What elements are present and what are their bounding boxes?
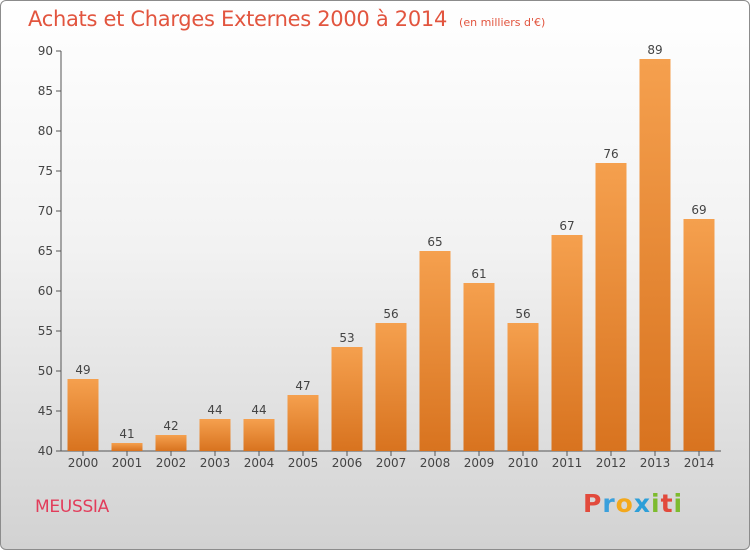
bar-2013	[639, 59, 671, 451]
bar-2002	[155, 435, 187, 451]
x-tick-label: 2002	[156, 456, 187, 470]
logo-letter: x	[633, 489, 651, 518]
y-tick-label: 60	[38, 284, 53, 298]
bar-2007	[375, 323, 407, 451]
x-tick-label: 2004	[244, 456, 275, 470]
data-label-2009: 61	[471, 267, 486, 281]
bar-2004	[243, 419, 275, 451]
bar-2010	[507, 323, 539, 451]
logo-letter: t	[660, 489, 674, 518]
data-label-2013: 89	[647, 43, 662, 57]
y-tick-label: 70	[38, 204, 53, 218]
x-tick-label: 2008	[420, 456, 451, 470]
bar-2008	[419, 251, 451, 451]
bar-2001	[111, 443, 143, 451]
data-label-2006: 53	[339, 331, 354, 345]
x-tick-label: 2005	[288, 456, 319, 470]
bars	[67, 59, 715, 451]
data-labels: 49 41 42 44 44 47 53 56 65 61 56 67 76 89 69	[75, 43, 706, 441]
x-tick-label: 2003	[200, 456, 231, 470]
bar-2012	[595, 163, 627, 451]
y-tick-label: 55	[38, 324, 53, 338]
y-tick-label: 45	[38, 404, 53, 418]
y-tick-label: 75	[38, 164, 53, 178]
x-tick-label: 2007	[376, 456, 407, 470]
data-label-2004: 44	[251, 403, 266, 417]
x-tick-label: 2012	[596, 456, 627, 470]
x-tick-label: 2009	[464, 456, 495, 470]
bar-2003	[199, 419, 231, 451]
axes: 40 45 50 55 60 65 70 75 80 85 90 2000 2001 2002 2003 20…	[38, 44, 721, 470]
bar-2005	[287, 395, 319, 451]
data-label-2003: 44	[207, 403, 222, 417]
bar-2011	[551, 235, 583, 451]
chart-title: Achats et Charges Externes 2000 à 2014 (e…	[28, 7, 545, 31]
bar-2000	[67, 379, 99, 451]
data-label-2008: 65	[427, 235, 442, 249]
y-tick-label: 50	[38, 364, 53, 378]
bar-2009	[463, 283, 495, 451]
data-label-2010: 56	[515, 307, 530, 321]
data-label-2011: 67	[559, 219, 574, 233]
y-tick-label: 80	[38, 124, 53, 138]
data-label-2007: 56	[383, 307, 398, 321]
y-tick-label: 40	[38, 444, 53, 458]
y-tick-label: 65	[38, 244, 53, 258]
data-label-2012: 76	[603, 147, 618, 161]
chart-subtitle: (en milliers d'€)	[459, 16, 546, 29]
logo-letter: P	[583, 489, 603, 518]
x-tick-label: 2010	[508, 456, 539, 470]
data-label-2002: 42	[163, 419, 178, 433]
commune-name: MEUSSIA	[35, 497, 109, 517]
x-tick-label: 2000	[68, 456, 99, 470]
logo-letter: i	[673, 489, 684, 518]
bar-2014	[683, 219, 715, 451]
proxiti-logo[interactable]: Proxiti	[583, 489, 683, 518]
x-tick-label: 2013	[640, 456, 671, 470]
x-tick-label: 2014	[684, 456, 715, 470]
data-label-2005: 47	[295, 379, 310, 393]
chart-title-text: Achats et Charges Externes 2000 à 2014	[28, 7, 448, 31]
x-tick-label: 2006	[332, 456, 363, 470]
logo-letter: r	[602, 489, 616, 518]
x-tick-label: 2001	[112, 456, 143, 470]
data-label-2001: 41	[119, 427, 134, 441]
logo-letter: i	[651, 489, 661, 518]
bar-2006	[331, 347, 363, 451]
x-tick-label: 2011	[552, 456, 583, 470]
data-label-2000: 49	[75, 363, 90, 377]
logo-letter: o	[615, 489, 634, 518]
y-tick-label: 85	[38, 84, 53, 98]
data-label-2014: 69	[691, 203, 706, 217]
y-tick-label: 90	[38, 44, 53, 58]
